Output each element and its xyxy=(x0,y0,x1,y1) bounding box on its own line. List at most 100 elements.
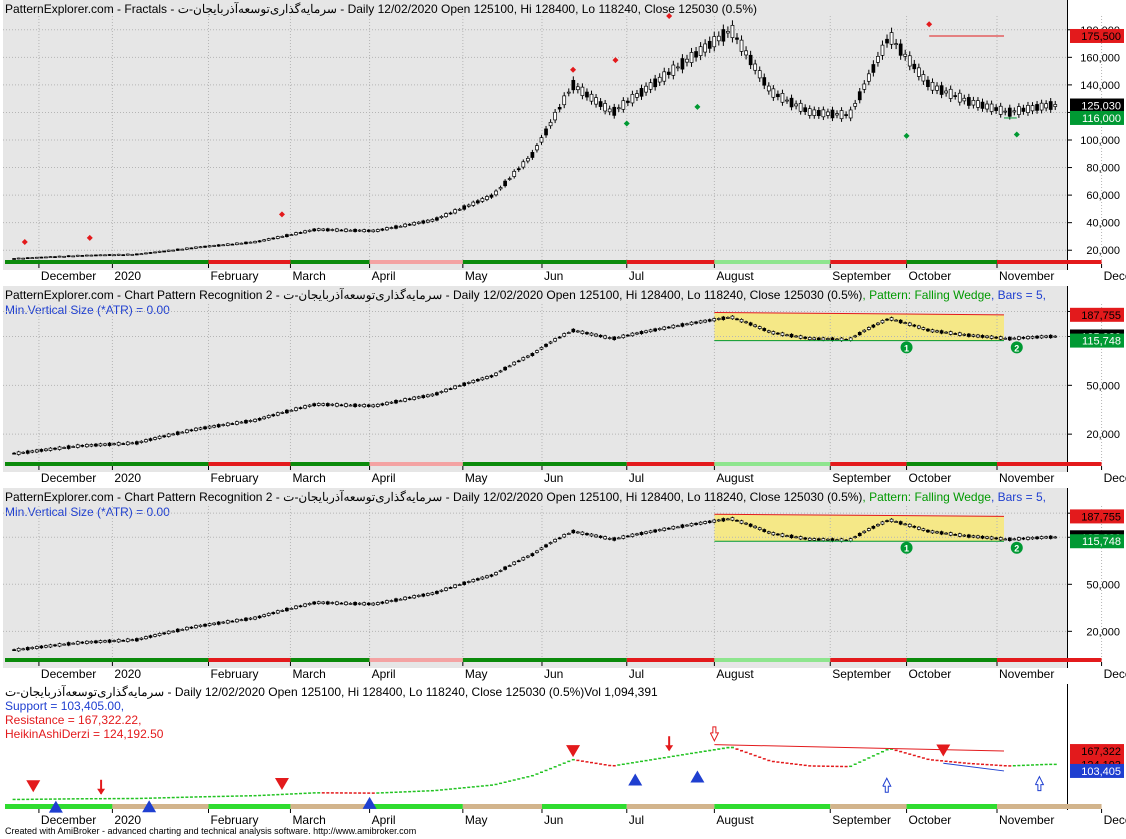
trend-band xyxy=(996,260,1102,264)
candle-body xyxy=(544,343,548,347)
subtitle: Min.Vertical Size (*ATR) = 0.00 xyxy=(5,303,170,317)
candle-body xyxy=(285,607,289,612)
x-month-label: Jul xyxy=(629,269,644,283)
candle-body xyxy=(221,244,226,247)
candle-body xyxy=(916,526,921,530)
heikin-candle xyxy=(449,788,453,790)
candle-body xyxy=(398,400,403,403)
heikin-candle xyxy=(480,785,484,787)
y-tick-label: 80,000 xyxy=(1086,163,1120,175)
candle-body xyxy=(616,107,621,110)
candle-body xyxy=(312,228,317,232)
candle-body xyxy=(521,557,526,561)
bars-label: , Bars = 5, xyxy=(990,490,1046,504)
candle-body xyxy=(698,521,703,525)
value-tag xyxy=(1070,763,1124,778)
heikin-chart: December 2020 February March April May Jun Jul A… xyxy=(5,726,1126,827)
candle-body xyxy=(666,326,671,329)
heikin-candle xyxy=(503,781,507,783)
candle-body xyxy=(1026,536,1030,540)
candle-body xyxy=(25,647,30,651)
candle-body xyxy=(171,433,176,436)
heikin-candle xyxy=(349,792,353,794)
trend-band xyxy=(112,260,209,264)
pattern-label: , Pattern: Falling Wedge xyxy=(862,288,991,302)
candle-body xyxy=(103,640,107,643)
candle-body xyxy=(953,534,958,536)
candle-body xyxy=(580,531,585,535)
heikin-candle xyxy=(944,760,948,763)
candle-body xyxy=(953,333,958,335)
heikin-candle xyxy=(694,751,698,754)
candle-body xyxy=(307,229,312,232)
candle-body xyxy=(1030,536,1035,540)
candle-body xyxy=(962,333,967,336)
heikin-candle xyxy=(35,798,39,801)
candle-body xyxy=(325,228,330,232)
candle-body xyxy=(144,636,148,640)
candle-body xyxy=(244,241,248,245)
y-axis xyxy=(1067,0,1126,270)
candle-body xyxy=(776,93,780,98)
candle-body xyxy=(462,382,467,386)
fractal-up-marker xyxy=(86,234,93,241)
heikin-candle xyxy=(576,759,580,762)
candle-body xyxy=(1012,110,1017,113)
candle-body xyxy=(357,404,362,407)
x-month-label: February xyxy=(210,269,258,283)
candle-body xyxy=(235,242,239,245)
candle-body xyxy=(34,449,39,453)
heikin-candle xyxy=(885,748,889,751)
candle-body xyxy=(212,425,216,428)
candle-body xyxy=(853,536,858,539)
candle-body xyxy=(216,244,221,247)
candle-body xyxy=(962,97,967,102)
candle-body xyxy=(735,318,739,321)
candle-body xyxy=(298,232,303,234)
candle-body xyxy=(989,335,994,339)
candle-body xyxy=(521,357,526,361)
heikin-candle xyxy=(317,792,321,794)
candle-body xyxy=(425,394,430,398)
candle-body xyxy=(576,531,580,534)
candle-body xyxy=(389,227,394,229)
heikin-candle xyxy=(344,792,348,794)
candle-body xyxy=(553,111,557,121)
plot-area[interactable] xyxy=(3,684,1067,810)
heikin-candle xyxy=(703,750,707,753)
candle-body xyxy=(962,534,967,537)
heikin-candle xyxy=(512,779,516,781)
trend-band xyxy=(462,804,542,809)
candle-body xyxy=(798,536,803,540)
candle-body xyxy=(289,234,294,236)
heikin-candle xyxy=(312,792,316,794)
value-tag xyxy=(1070,333,1124,348)
candle-body xyxy=(503,366,507,371)
heikin-candle xyxy=(139,797,143,800)
candle-body xyxy=(448,587,453,589)
candle-body xyxy=(198,246,203,249)
candle-body xyxy=(630,332,635,337)
candle-body xyxy=(648,329,653,333)
x-month-label: December xyxy=(1104,813,1126,827)
candle-body xyxy=(880,521,885,525)
heikin-candle xyxy=(226,795,230,798)
candle-body xyxy=(812,109,817,116)
y-tick-label: 20,000 xyxy=(1086,626,1120,638)
candle-body xyxy=(753,525,758,529)
heikin-candle xyxy=(599,763,603,765)
heikin-candle xyxy=(880,750,884,753)
candle-body xyxy=(739,520,744,524)
y-tick-label: 20,000 xyxy=(1086,429,1120,441)
candle-body xyxy=(1021,336,1026,339)
candle-body xyxy=(339,404,344,407)
heikin-candle xyxy=(121,797,125,800)
candle-body xyxy=(876,524,880,527)
candle-body xyxy=(653,529,657,533)
plot-area[interactable] xyxy=(3,0,1067,270)
y-tick-label: 40,000 xyxy=(1086,218,1120,230)
candle-body xyxy=(889,518,894,523)
heikin-candle xyxy=(117,797,121,800)
heikin-candle xyxy=(603,764,607,766)
pane-heikin: سرمایه‌گذاری‌توسعه‌آذربایجان-ت - Daily 1… xyxy=(0,684,1126,827)
